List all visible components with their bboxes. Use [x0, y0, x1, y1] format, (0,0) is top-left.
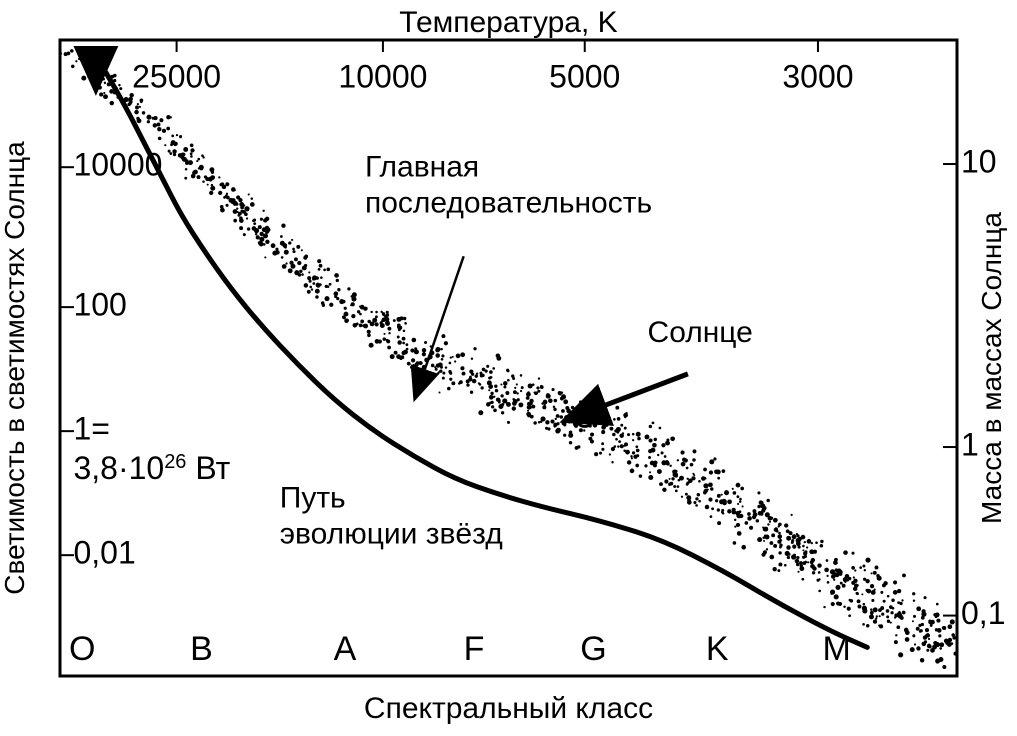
x-axis-title-top: Температура, K: [399, 6, 617, 39]
chart-svg: 25000 10000 5000 3000 O B A F G K M 10000 100 1= 0,01 1…: [0, 0, 1017, 736]
axis-ticks: 25000 10000 5000 3000 O B A F G K M 10000 100 1= 0,01 1…: [60, 40, 1005, 668]
spectral-class-label: M: [822, 630, 850, 668]
spectral-class-label: F: [464, 630, 485, 668]
spectral-class-label: B: [190, 630, 213, 668]
luminosity-tick-label: 1=: [73, 411, 109, 447]
main-sequence-label-2: последовательность: [365, 187, 652, 220]
spectral-class-label: O: [69, 630, 95, 668]
spectral-class-label: A: [334, 630, 357, 668]
luminosity-tick-label: 100: [73, 287, 126, 323]
evolution-path: [96, 56, 867, 647]
main-sequence-label: Главная: [365, 151, 479, 184]
spectral-class-label: K: [706, 630, 729, 668]
temp-tick-label: 10000: [338, 59, 427, 95]
sun-marker-dot: [583, 416, 587, 420]
evolution-curve: [96, 56, 867, 647]
luminosity-tick-label: 0,01: [73, 535, 135, 571]
evolution-label-2: эволюции звёзд: [280, 517, 503, 550]
y-axis-title-right: Масса в массах Солнца: [976, 212, 1007, 524]
temp-tick-label: 25000: [132, 59, 221, 95]
y-axis-title-left: Светимость в светимостях Солнца: [0, 141, 30, 595]
sun-label: Солнце: [648, 316, 753, 349]
plot-area: [60, 40, 957, 676]
hr-diagram: 25000 10000 5000 3000 O B A F G K M 10000 100 1= 0,01 1…: [0, 0, 1017, 736]
evolution-label: Путь: [280, 481, 346, 514]
mass-tick-label: 0,1: [961, 595, 1005, 631]
luminosity-tick-label: 10000: [73, 147, 162, 183]
sun-arrow: [597, 374, 688, 409]
temp-tick-label: 3000: [782, 59, 853, 95]
luminosity-unit-note: 3,8·1026 Вт: [73, 450, 230, 486]
x-axis-title-bottom: Спектральный класс: [364, 692, 653, 725]
mass-tick-label: 10: [961, 143, 997, 179]
temp-tick-label: 5000: [549, 59, 620, 95]
main-sequence-scatter: [59, 49, 958, 669]
spectral-class-label: G: [580, 630, 606, 668]
